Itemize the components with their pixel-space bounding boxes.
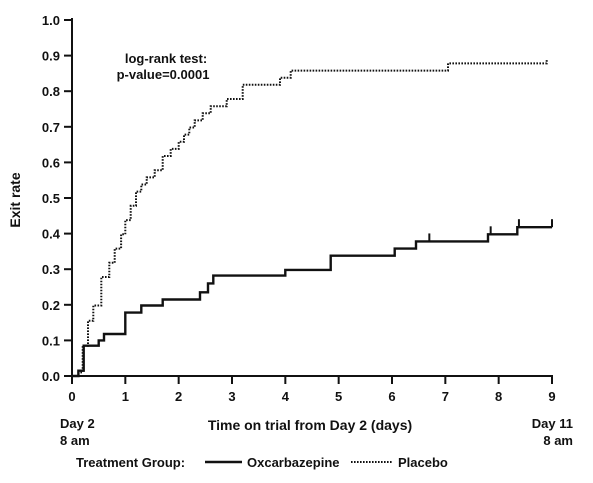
y-tick-label: 0.4 [42,227,61,242]
x-tick-label: 0 [68,389,75,404]
y-tick-label: 0.7 [42,120,60,135]
y-tick-label: 0.0 [42,369,60,384]
x-tick-label: 5 [335,389,342,404]
x-tick-label: 8 [495,389,502,404]
series-group [72,59,553,378]
x-tick-label: 7 [442,389,449,404]
x-axis-title: Time on trial from Day 2 (days) [208,417,412,433]
legend-label-placebo: Placebo [398,455,448,470]
y-tick-label: 1.0 [42,13,60,28]
x-tick-label: 3 [228,389,235,404]
y-axis-title: Exit rate [7,172,23,227]
y-tick-label: 0.6 [42,155,60,170]
y-tick-label: 0.1 [42,333,60,348]
x-tick-label: 9 [548,389,555,404]
legend: Treatment Group: Oxcarbazepine Placebo [76,455,448,470]
annotation-line2: p-value=0.0001 [117,67,210,82]
series-oxcarbazepine-line [72,226,552,378]
x-tick-label: 2 [175,389,182,404]
y-tick-label: 0.2 [42,298,60,313]
x-end-label-line1: Day 11 [532,416,573,431]
y-tick-label: 0.3 [42,262,60,277]
annotation-line1: log-rank test: [125,51,207,66]
x-start-label-line2: 8 am [60,433,90,448]
x-tick-label: 4 [282,389,290,404]
y-tick-label: 0.5 [42,191,60,206]
y-ticks: 0.0 0.1 0.2 0.3 0.4 0.5 0.6 0.7 0.8 0.9 1.0 [42,13,72,384]
y-tick-label: 0.9 [42,49,60,64]
x-end-label-line2: 8 am [543,433,573,448]
legend-label-oxcarbazepine: Oxcarbazepine [247,455,340,470]
censor-marks [428,219,553,242]
x-tick-label: 6 [388,389,395,404]
series-placebo-line [72,59,548,377]
legend-title: Treatment Group: [76,455,185,470]
x-tick-label: 1 [122,389,129,404]
x-start-label-line1: Day 2 [60,416,95,431]
y-tick-label: 0.8 [42,84,60,99]
x-ticks: 0 1 2 3 4 5 6 7 8 9 [68,376,556,404]
